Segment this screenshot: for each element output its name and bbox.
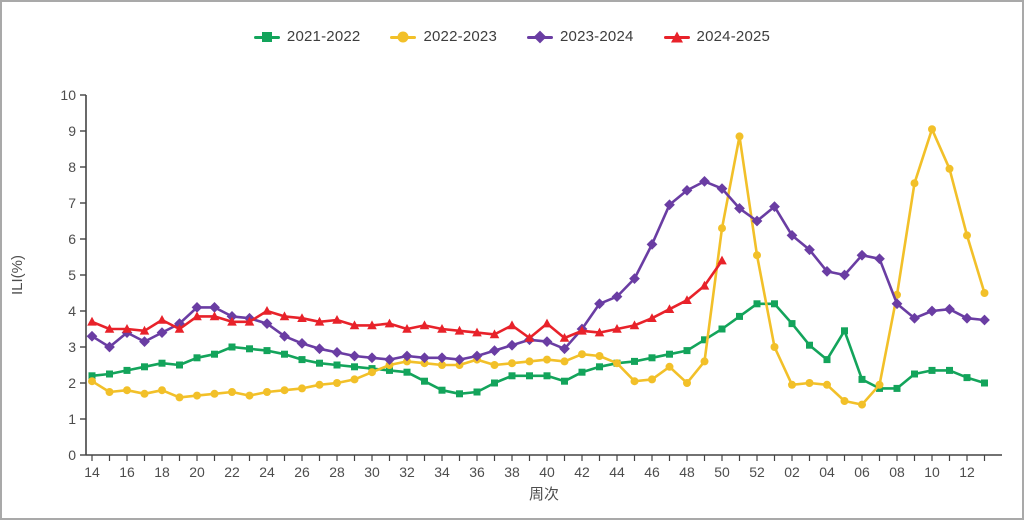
x-tick-label: 26: [294, 464, 310, 480]
legend-label: 2022-2023: [423, 28, 497, 45]
x-tick-label: 38: [504, 464, 520, 480]
x-tick-label: 52: [749, 464, 765, 480]
x-tick-label: 30: [364, 464, 380, 480]
legend-item-2023-2024[interactable]: 2023-2024: [527, 28, 634, 45]
legend-diamond-marker-icon: [527, 30, 553, 43]
y-tick-label: 6: [68, 231, 76, 247]
legend-label: 2021-2022: [286, 28, 361, 45]
x-tick-label: 22: [224, 464, 240, 480]
x-tick-label: 48: [679, 464, 695, 480]
x-tick-label: 24: [259, 464, 275, 480]
x-tick-label: 32: [399, 464, 415, 480]
series-2023-2024: [86, 176, 990, 365]
series-2024-2025: [87, 255, 727, 342]
legend-item-2022-2023[interactable]: 2022-2023: [390, 28, 497, 45]
series-2022-2023: [88, 125, 989, 409]
y-tick-label: 7: [68, 195, 76, 211]
x-tick-label: 44: [609, 464, 625, 480]
x-tick-label: 28: [329, 464, 345, 480]
x-tick-label: 08: [889, 464, 905, 480]
y-tick-label: 4: [68, 303, 76, 319]
x-tick-label: 36: [469, 464, 485, 480]
x-tick-label: 10: [924, 464, 940, 480]
x-tick-label: 06: [854, 464, 870, 480]
x-tick-label: 20: [189, 464, 205, 480]
legend-triangle-marker-icon: [663, 31, 690, 43]
y-tick-label: 3: [68, 339, 76, 355]
x-tick-label: 40: [539, 464, 555, 480]
x-tick-label: 46: [644, 464, 660, 480]
x-tick-label: 12: [959, 464, 975, 480]
legend-item-2021-2022[interactable]: 2021-2022: [253, 28, 361, 45]
x-tick-label: 42: [574, 464, 590, 480]
y-axis-title: ILI(%): [9, 255, 26, 295]
y-tick-label: 9: [68, 123, 76, 139]
legend-square-marker-icon: [253, 31, 280, 43]
x-tick-label: 14: [84, 464, 100, 480]
x-axis-title: 周次: [529, 486, 559, 503]
legend-item-2024-2025[interactable]: 2024-2025: [663, 28, 771, 45]
y-tick-label: 8: [68, 159, 76, 175]
x-tick-label: 18: [154, 464, 170, 480]
legend-label: 2024-2025: [696, 28, 771, 45]
y-tick-label: 0: [68, 447, 76, 463]
y-tick-label: 2: [68, 375, 76, 391]
x-tick-label: 50: [714, 464, 730, 480]
chart-legend: 2021-2022 2022-2023 2023-2024 2024-2025: [2, 28, 1022, 45]
x-tick-label: 04: [819, 464, 835, 480]
x-tick-label: 16: [119, 464, 135, 480]
y-tick-label: 5: [68, 267, 76, 283]
legend-label: 2023-2024: [560, 28, 634, 45]
y-tick-label: 1: [68, 411, 76, 427]
series-2021-2022: [88, 300, 988, 398]
x-tick-label: 02: [784, 464, 800, 480]
x-tick-label: 34: [434, 464, 450, 480]
legend-circle-marker-icon: [390, 31, 417, 43]
y-tick-label: 10: [60, 87, 76, 103]
